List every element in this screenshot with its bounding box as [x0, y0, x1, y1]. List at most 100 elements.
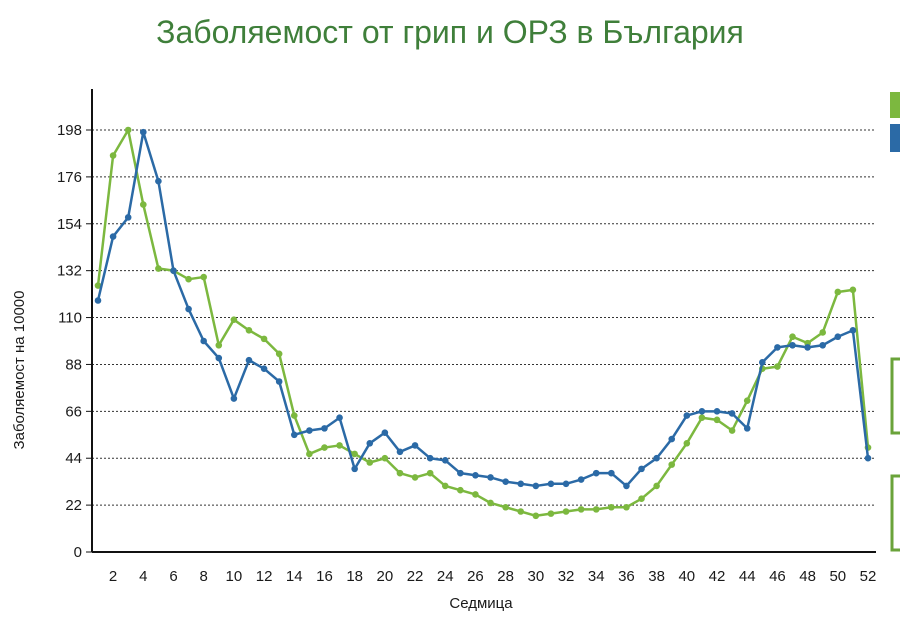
series-line	[96, 130, 870, 488]
data-point	[109, 233, 117, 240]
data-point	[517, 508, 525, 515]
data-point	[457, 469, 464, 477]
data-point	[532, 512, 540, 520]
data-point	[638, 465, 645, 473]
data-point	[487, 474, 494, 481]
data-point	[124, 126, 132, 134]
data-point	[728, 427, 736, 434]
x-tick-label: 2	[109, 568, 117, 585]
legend-swatch-green	[890, 92, 900, 118]
x-tick-label: 30	[527, 568, 544, 585]
data-point	[381, 454, 389, 462]
data-point	[321, 444, 328, 451]
data-point	[200, 337, 207, 345]
data-point	[441, 457, 449, 464]
data-point	[653, 482, 660, 490]
data-point	[713, 416, 721, 424]
data-point	[608, 469, 615, 477]
series	[94, 126, 872, 520]
data-point	[170, 267, 177, 274]
x-tick-label: 4	[139, 568, 147, 585]
data-point	[759, 359, 766, 366]
x-tick-label: 24	[437, 568, 454, 585]
data-point	[789, 341, 796, 349]
side-boxes	[890, 357, 900, 552]
data-point	[215, 341, 223, 349]
data-point	[623, 482, 630, 490]
y-tick-label: 44	[65, 450, 82, 467]
x-tick-label: 48	[799, 568, 816, 585]
x-tick-label: 22	[407, 568, 424, 585]
x-tick-label: 26	[467, 568, 484, 585]
data-point	[683, 440, 691, 447]
data-point	[275, 350, 283, 358]
data-point	[351, 450, 358, 458]
y-tick-label: 88	[65, 356, 82, 373]
data-point	[623, 503, 630, 511]
data-point	[532, 482, 540, 490]
y-tick-label: 110	[58, 310, 82, 327]
data-point	[683, 412, 691, 419]
data-point	[562, 508, 570, 515]
x-axis-title: Седмица	[449, 595, 513, 612]
y-tick-label: 0	[74, 544, 82, 561]
data-point	[698, 408, 706, 415]
data-point	[834, 333, 842, 341]
series-1	[94, 128, 872, 490]
x-tick-label: 46	[769, 568, 786, 585]
x-tick-labels: 2 4 6 8 10 12 14 16 18 20 22 24 26 28 30 32 34 36 38 40 42 44…	[109, 568, 876, 585]
side-box-1	[890, 357, 900, 435]
x-tick-label: 10	[226, 568, 243, 585]
data-point	[819, 329, 827, 336]
x-tick-label: 42	[709, 568, 726, 585]
data-point	[834, 288, 842, 296]
x-tick-label: 40	[678, 568, 695, 585]
y-tick-labels: 0 22 44 66 88 110 132 154 176 198	[57, 122, 92, 561]
data-point	[185, 305, 192, 313]
gridlines	[92, 129, 876, 506]
data-point	[336, 442, 343, 449]
y-axis-title: Заболяемост на 10000	[11, 291, 28, 450]
y-tick-label: 176	[57, 169, 82, 186]
data-point	[457, 486, 464, 494]
data-point	[366, 440, 374, 447]
data-point	[668, 435, 676, 443]
series-0	[94, 126, 872, 520]
data-point	[94, 297, 102, 304]
data-point	[366, 459, 374, 466]
x-tick-label: 34	[588, 568, 605, 585]
axes	[91, 89, 876, 553]
data-point	[139, 201, 147, 208]
data-point	[804, 344, 811, 351]
x-tick-label: 8	[200, 568, 208, 585]
y-tick-label: 132	[57, 263, 82, 280]
side-box-2	[890, 474, 900, 552]
x-tick-label: 6	[169, 568, 177, 585]
data-point	[774, 344, 781, 351]
data-point	[306, 427, 313, 434]
x-tick-label: 38	[648, 568, 665, 585]
y-tick-label: 66	[65, 403, 82, 420]
y-tick-label: 22	[65, 497, 82, 514]
x-tick-label: 36	[618, 568, 635, 585]
data-point	[819, 341, 827, 349]
data-point	[290, 431, 298, 439]
data-point	[562, 480, 570, 488]
y-tick-label: 198	[57, 122, 82, 139]
x-tick-label: 52	[860, 568, 877, 585]
data-point	[230, 316, 238, 323]
x-tick-label: 14	[286, 568, 303, 585]
x-tick-label: 44	[739, 568, 756, 585]
data-point	[577, 506, 585, 513]
data-point	[502, 503, 509, 511]
legend	[890, 92, 900, 152]
data-point	[849, 327, 857, 334]
data-point	[215, 354, 223, 362]
data-point	[487, 499, 494, 507]
data-point	[411, 474, 419, 481]
data-point	[260, 335, 268, 343]
data-point	[351, 465, 358, 473]
data-point	[472, 471, 479, 479]
data-point	[713, 408, 721, 415]
data-point	[336, 414, 343, 422]
